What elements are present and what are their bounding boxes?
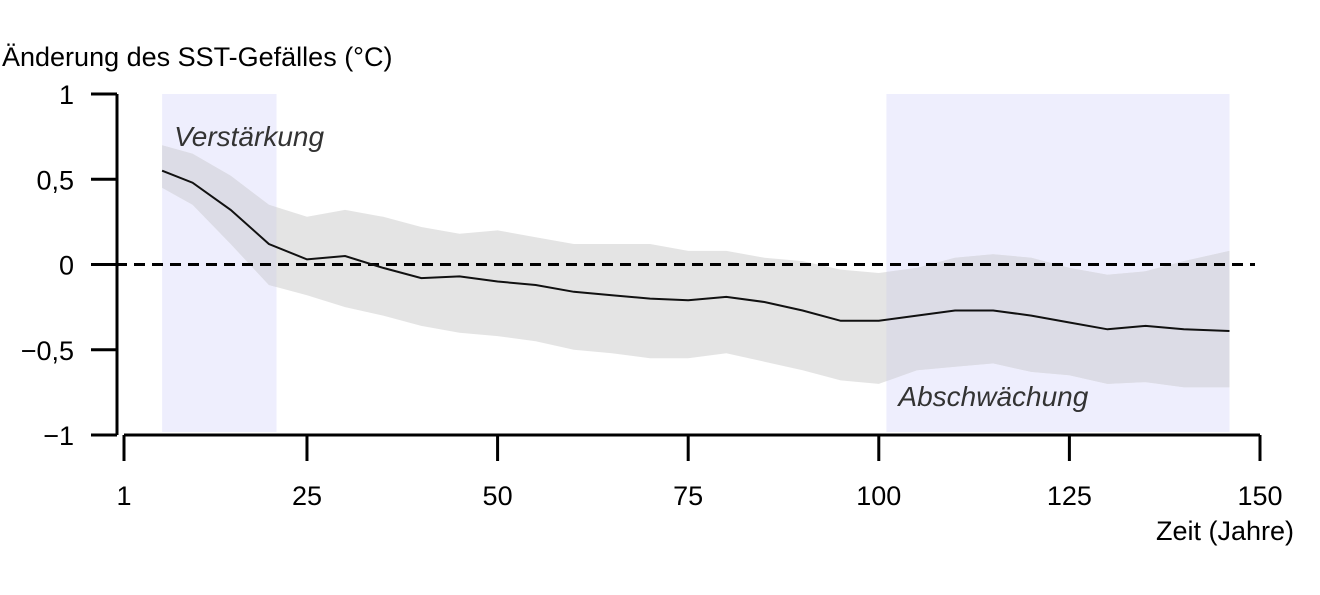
x-tick-label: 100 [856,481,901,511]
axes [91,92,1262,461]
y-tick-label: 0,5 [36,165,74,195]
band-overlap-1 [886,250,1230,388]
y-tick-label: 1 [59,80,74,110]
x-tick-label: 125 [1047,481,1092,511]
uncertainty-band [162,145,1230,388]
y-tick-label: −0,5 [21,336,74,366]
y-axis-title: Änderung des SST-Gefälles (°C) [2,42,392,72]
x-tick-label: 150 [1237,481,1282,511]
x-tick-label: 50 [483,481,513,511]
mean-line [161,169,1230,332]
x-tick-label: 75 [673,481,703,511]
x-tick-label: 1 [116,481,131,511]
period-label-0: Verstärkung [174,121,324,152]
x-axis-title: Zeit (Jahre) [1156,516,1294,546]
y-tick-label: 0 [59,251,74,281]
y-tick-label: −1 [43,421,74,451]
period-label-1: Abschwächung [896,381,1088,412]
mean-series-line [161,169,1230,332]
x-tick-label: 25 [292,481,322,511]
band-overlap-0 [162,145,277,288]
